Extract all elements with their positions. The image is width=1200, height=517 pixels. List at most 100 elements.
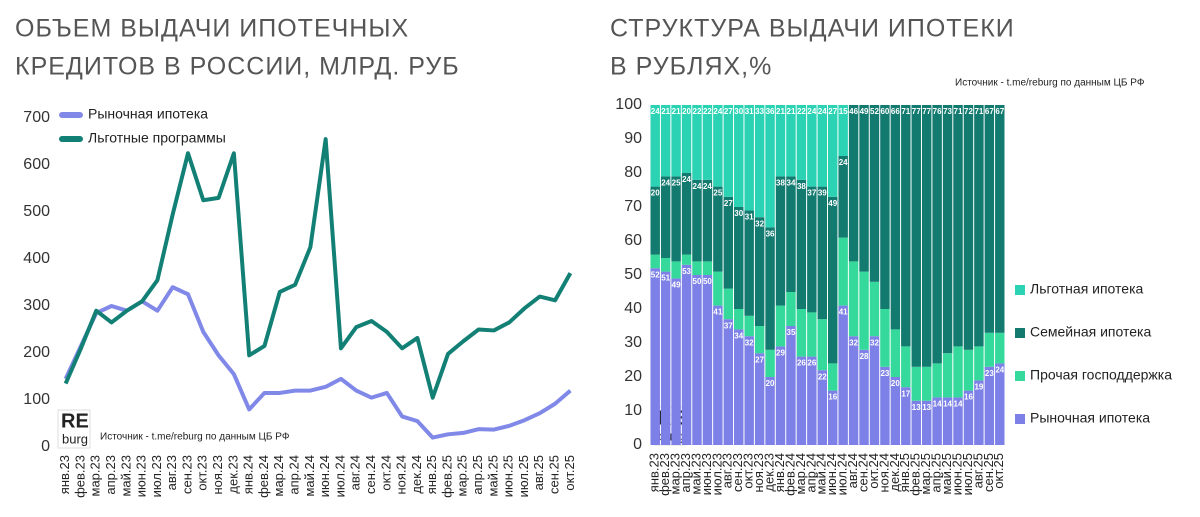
y-tick-label: 400 <box>23 250 50 267</box>
bar-label: 50 <box>693 277 702 286</box>
chart-title: ОБЪЕМ ВЫДАЧИ ИПОТЕЧНЫХ <box>15 15 409 43</box>
bar-label: 24 <box>661 179 670 188</box>
logo-top: RE <box>61 410 89 432</box>
bar-label: 51 <box>661 274 670 283</box>
x-tick-label: дек.24 <box>409 455 424 494</box>
bar-segment <box>692 105 702 180</box>
x-tick-label: мар.23 <box>668 453 683 494</box>
x-tick-label: май.23 <box>688 453 703 495</box>
bar-segment <box>838 105 848 156</box>
bar-label: 24 <box>682 175 691 184</box>
x-tick-label: мар.25 <box>455 455 470 496</box>
bar-label: 27 <box>724 199 733 208</box>
bar-segment <box>671 278 681 445</box>
bar-segment <box>744 210 754 316</box>
bar-segment <box>765 377 775 445</box>
bar-segment <box>796 356 807 445</box>
bar-segment <box>681 254 692 265</box>
line <box>63 285 572 440</box>
x-tick-label: авг.23 <box>164 455 179 490</box>
x-tick-label: окт.24 <box>866 453 881 489</box>
x-tick-label: июл.24 <box>332 455 347 497</box>
bar-label: 19 <box>974 383 983 392</box>
x-tick-label: окт.23 <box>741 453 756 489</box>
bar-segment <box>984 366 995 445</box>
y-tick-label: 500 <box>23 203 50 220</box>
y-tick-label: 700 <box>23 109 50 126</box>
legend-swatch <box>1015 371 1025 381</box>
bar-segment <box>953 397 963 445</box>
bar-segment <box>932 397 942 445</box>
x-tick-label: авг.25 <box>970 453 985 488</box>
bar-label: 66 <box>891 107 900 116</box>
logo-bottom: burg <box>62 431 88 446</box>
x-tick-label: окт.25 <box>991 453 1006 489</box>
bar-segment <box>723 105 734 197</box>
bar-segment <box>807 312 817 357</box>
bar-label: 33 <box>755 107 764 116</box>
bar-segment <box>890 105 901 330</box>
bar-segment <box>650 105 660 187</box>
x-tick-label: янв.23 <box>57 455 72 494</box>
bar-segment <box>817 186 827 320</box>
bar-label: 16 <box>964 393 973 402</box>
legend-label: Прочая господдержка <box>1030 367 1172 383</box>
bar-label: 71 <box>901 107 910 116</box>
bar-label: 34 <box>734 332 743 341</box>
bar-segment <box>681 105 692 173</box>
bar-segment <box>681 173 692 255</box>
bar-segment <box>807 356 817 445</box>
bar-segment <box>984 332 995 367</box>
bar-label: 37 <box>807 189 816 198</box>
bar-segment <box>775 305 786 347</box>
bar-label: 36 <box>766 230 775 239</box>
x-tick-label: мар.24 <box>271 455 286 496</box>
x-tick-label: июн.25 <box>501 455 516 497</box>
x-tick-label: июн.24 <box>317 455 332 497</box>
bar-label: 20 <box>766 379 775 388</box>
x-tick-label: янв.25 <box>424 455 439 494</box>
bar-segment <box>921 105 932 367</box>
legend-label: Льготная ипотека <box>1030 281 1144 297</box>
bar-label: 38 <box>797 182 806 191</box>
bar-segment <box>890 377 901 445</box>
bar-segment <box>974 105 984 347</box>
line <box>63 137 573 400</box>
bar-segment <box>671 261 681 279</box>
x-tick-label: июн.23 <box>134 455 149 497</box>
bar-label: 24 <box>713 107 722 116</box>
bar-label: 14 <box>954 400 963 409</box>
bar-segment <box>650 254 660 269</box>
bar-segment <box>838 237 848 306</box>
bar-segment <box>838 305 848 445</box>
bar-segment <box>702 275 713 445</box>
bar-segment <box>786 326 796 445</box>
bar-segment <box>901 387 911 445</box>
bar-label: 22 <box>703 107 712 116</box>
bar-segment <box>796 309 807 357</box>
bar-segment <box>650 268 660 445</box>
bar-segment <box>942 105 953 354</box>
bar-segment <box>953 346 963 398</box>
x-tick-label: мар.23 <box>88 455 103 496</box>
bar-segment <box>880 105 890 309</box>
x-tick-label: сен.24 <box>855 453 870 492</box>
bar-segment <box>911 105 921 367</box>
legend-label: Семейная ипотека <box>1030 324 1151 340</box>
bar-segment <box>775 176 786 306</box>
bar-label: 20 <box>891 379 900 388</box>
x-tick-label: июн.23 <box>699 453 714 495</box>
bar-segment <box>869 281 880 337</box>
y-tick-label: 60 <box>624 232 642 249</box>
x-tick-label: янв.25 <box>897 453 912 492</box>
bar-label: 32 <box>849 338 858 347</box>
x-tick-label: ноя.23 <box>751 453 766 493</box>
bar-segment <box>713 271 723 306</box>
x-tick-label: апр.25 <box>470 455 485 495</box>
x-tick-label: фев.25 <box>439 455 454 498</box>
x-tick-label: май.24 <box>814 453 829 495</box>
bar-label: 77 <box>922 107 931 116</box>
bar-segment <box>974 346 984 381</box>
bar-label: 24 <box>807 107 816 116</box>
bar-segment <box>942 397 953 445</box>
